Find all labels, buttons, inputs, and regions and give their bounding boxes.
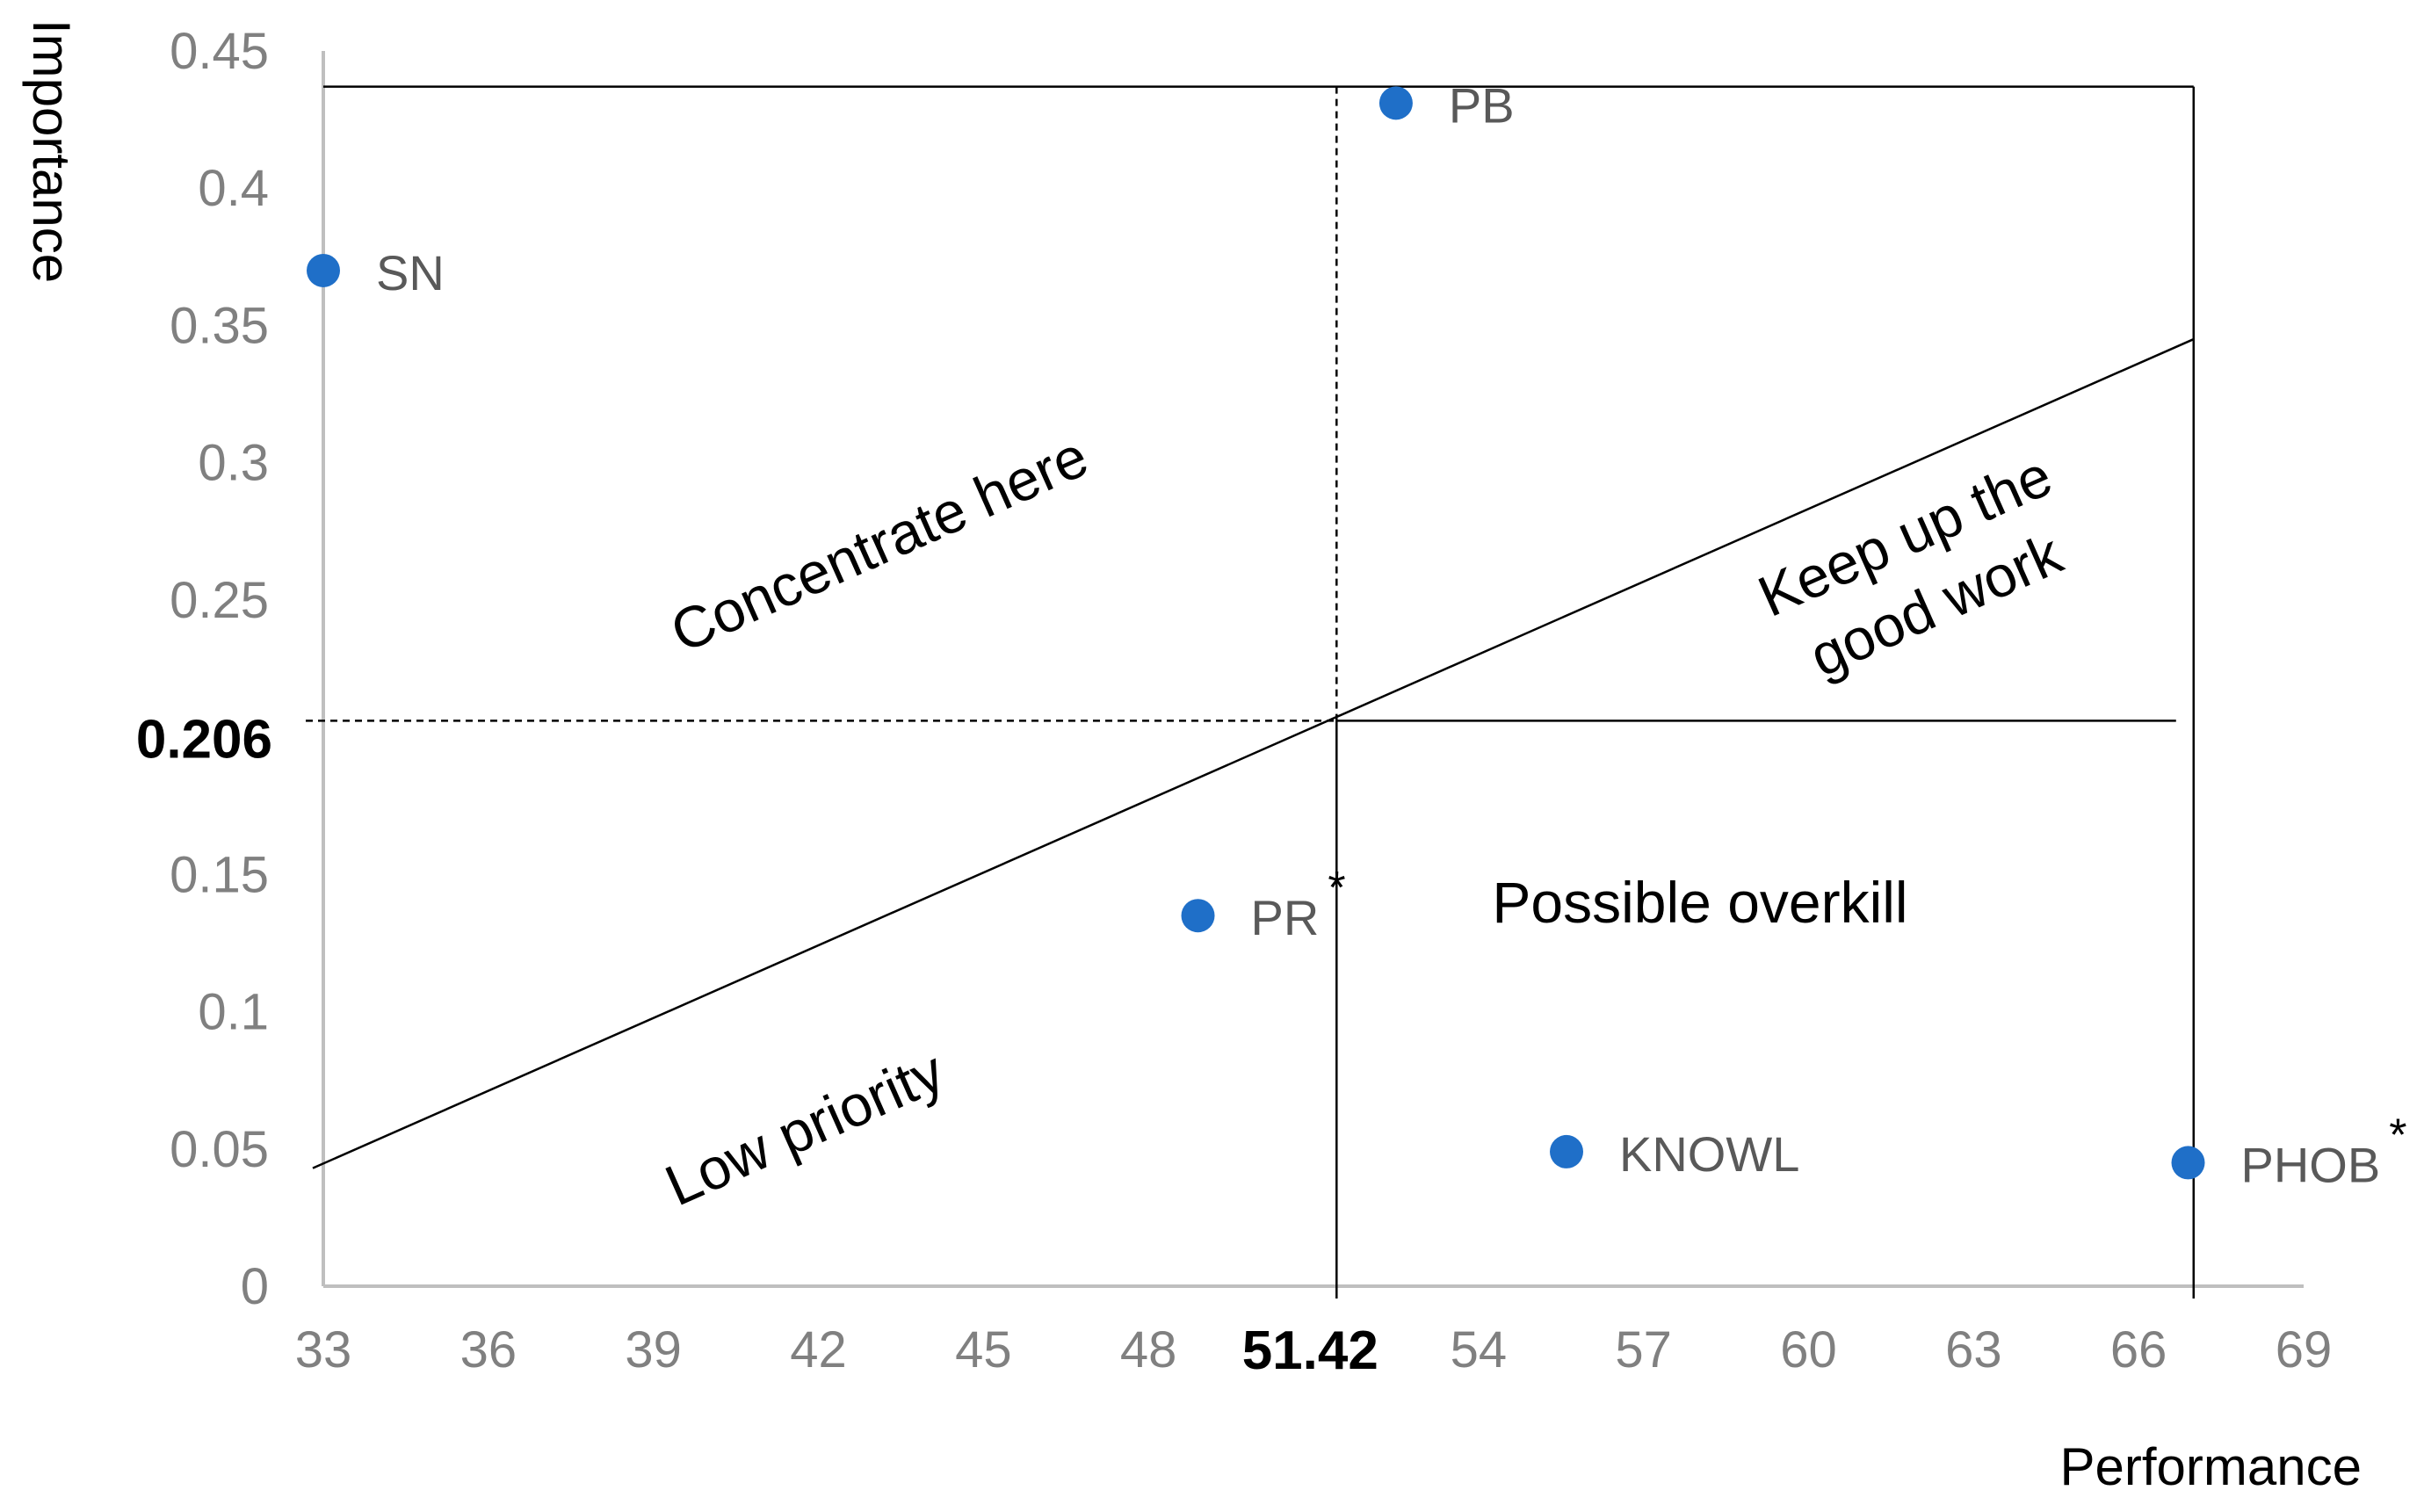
diagonal-line (312, 337, 2195, 1169)
y-tick-label: 0.05 (170, 1121, 269, 1178)
region-labels: Concentrate here Keep up thegood work Poss… (655, 423, 2092, 1219)
quadrant-guides (306, 85, 2196, 1299)
x-tick-label: 42 (790, 1321, 847, 1378)
y-tick-label: 0.45 (170, 23, 269, 80)
region-label: Keep up thegood work (1749, 443, 2092, 698)
x-tick-label: 33 (295, 1321, 352, 1378)
data-point (1181, 899, 1215, 933)
y-reference-label: 0.206 (136, 709, 272, 770)
tick-labels: 33 36 39 42 45 48 54 57 60 63 66 69 51.42 0 0.05 0.1 0.1… (136, 23, 2332, 1381)
data-label: PR (1251, 890, 1320, 945)
axes (322, 51, 2304, 1288)
y-tick-label: 0.35 (170, 297, 269, 354)
x-tick-label: 48 (1120, 1321, 1177, 1378)
region-label: Concentrate here (662, 423, 1097, 664)
y-tick-label: 0.3 (198, 435, 269, 492)
x-tick-label: 54 (1451, 1321, 1508, 1378)
data-point (1550, 1134, 1584, 1168)
significance-marker: * (2389, 1110, 2406, 1161)
y-axis-title: Importance (22, 19, 81, 283)
x-tick-label: 39 (625, 1321, 682, 1378)
region-label: Possible overkill (1492, 870, 1907, 935)
y-tick-label: 0.15 (170, 846, 269, 903)
x-axis-title: Performance (2060, 1437, 2362, 1496)
x-tick-label: 66 (2110, 1321, 2167, 1378)
x-tick-label: 60 (1780, 1321, 1837, 1378)
region-label-line: Possible overkill (1492, 870, 1907, 935)
x-tick-label: 69 (2276, 1321, 2333, 1378)
region-label: Low priority (655, 1038, 952, 1219)
y-tick-label: 0.25 (170, 572, 269, 629)
data-point (2171, 1146, 2205, 1180)
x-tick-label: 57 (1615, 1321, 1672, 1378)
x-tick-label: 63 (1945, 1321, 2002, 1378)
y-tick-label: 0.1 (198, 984, 269, 1041)
data-label: PHOB (2241, 1137, 2381, 1192)
y-tick-label: 0.4 (198, 160, 269, 217)
region-label-line: Concentrate here (662, 423, 1097, 664)
data-label: KNOWL (1619, 1126, 1799, 1182)
data-label: PB (1449, 77, 1515, 133)
x-tick-label: 45 (955, 1321, 1012, 1378)
data-point (1378, 86, 1413, 120)
x-reference-label: 51.42 (1242, 1320, 1378, 1381)
region-label-line: Low priority (655, 1038, 952, 1219)
significance-marker: * (1328, 863, 1345, 914)
y-tick-label: 0 (241, 1258, 269, 1315)
data-label: SN (376, 245, 445, 300)
x-tick-label: 36 (460, 1321, 517, 1378)
data-point (307, 253, 340, 287)
